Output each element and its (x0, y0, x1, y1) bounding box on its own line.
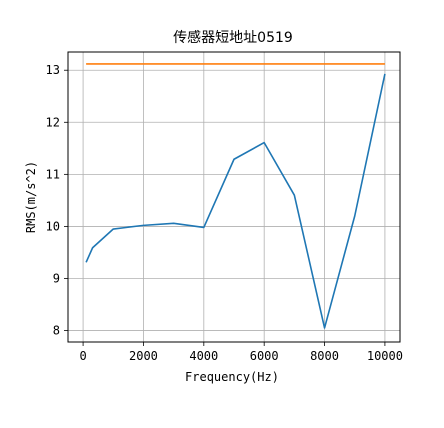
x-tick-label: 4000 (189, 349, 218, 363)
plot-frame (67, 51, 401, 343)
series-group (85, 63, 386, 329)
y-tick-label: 8 (53, 324, 60, 338)
y-tick-label: 13 (46, 63, 60, 77)
grid (68, 52, 400, 342)
x-tick-label: 8000 (310, 349, 339, 363)
x-tick-label: 6000 (250, 349, 279, 363)
y-tick-label: 10 (46, 219, 60, 233)
chart-title: 传感器短地址0519 (173, 29, 293, 46)
y-tick-label: 9 (53, 271, 60, 285)
y-axis-label: RMS(m/s^2) (24, 161, 38, 233)
y-tick-label: 12 (46, 115, 60, 129)
y-tick-label: 11 (46, 167, 60, 181)
x-axis: 0 2000 4000 6000 8000 10000 (79, 342, 403, 363)
x-tick-label: 10000 (367, 349, 403, 363)
x-axis-label: Frequency(Hz) (185, 370, 279, 384)
x-tick-label: 2000 (129, 349, 158, 363)
x-tick-label: 0 (79, 349, 86, 363)
series-line-1 (85, 73, 386, 329)
y-axis: 8 9 10 11 12 13 (46, 63, 68, 338)
